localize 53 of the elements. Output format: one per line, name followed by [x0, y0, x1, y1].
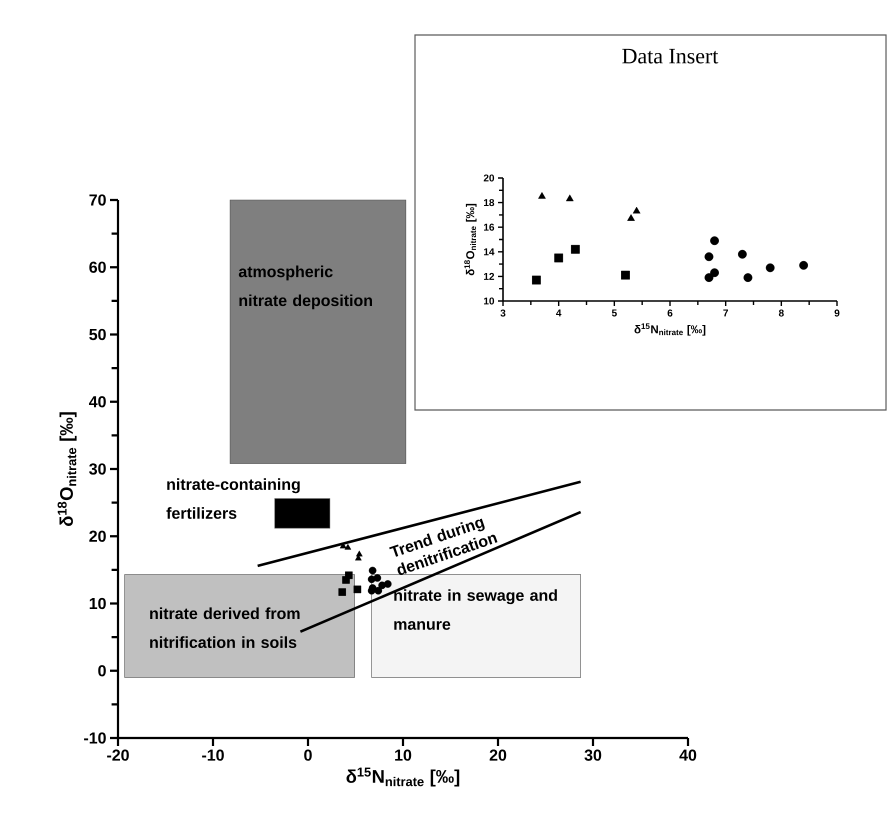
y-tick-label: 20 [484, 174, 494, 182]
x-tick-label: 8 [778, 310, 784, 317]
y-axis-title: δ$^{18}$O$_{nitrate}$ [‰] [464, 204, 477, 276]
chart-title: Data Insert [622, 48, 718, 64]
x-tick-label: -20 [107, 750, 129, 761]
y-tick-label: 60 [89, 262, 106, 273]
x-tick-label: 0 [304, 750, 312, 761]
x-tick-label: 30 [584, 750, 602, 761]
x-tick-label: 4 [556, 310, 562, 316]
y-tick-label: 30 [89, 463, 106, 475]
annotation: nitrate in sewage and manure [394, 589, 557, 630]
point [710, 236, 719, 246]
point [566, 194, 574, 202]
annotation: atmospheric nitrate deposition [238, 266, 372, 310]
point [710, 268, 719, 278]
point [744, 273, 752, 282]
x-tick-label: 9 [834, 310, 840, 317]
annotation: nitrate-containing fertilizers [166, 478, 300, 519]
x-tick-label: 40 [679, 750, 696, 761]
y-tick-label: 10 [90, 598, 106, 610]
y-tick-label: 0 [98, 665, 106, 676]
x-tick-label: 10 [395, 750, 412, 761]
point [799, 260, 808, 270]
point [554, 254, 564, 262]
y-tick-label: 10 [484, 297, 494, 305]
y-axis-title: δ$^{18}$O$_{nitrate}$ [‰] [58, 412, 77, 526]
y-tick-label: 16 [484, 224, 494, 231]
annotation: nitrate derived from nitrification in soils [150, 607, 300, 648]
point [766, 263, 775, 272]
y-tick-label: 18 [484, 199, 494, 206]
x-tick-label: 6 [668, 310, 672, 317]
point [738, 250, 747, 259]
point [704, 273, 714, 282]
x-axis-title: δ$^{15}$N$_{nitrate}$ [‰] [346, 768, 460, 787]
y-tick-label: 14 [484, 248, 494, 256]
x-tick-label: -10 [202, 750, 224, 761]
point [570, 244, 580, 254]
point [704, 252, 714, 262]
x-tick-label: 3 [500, 310, 506, 317]
point [538, 192, 546, 199]
x-axis-title: δ$^{15}$N$_{nitrate}$ [‰] [634, 323, 706, 336]
point [632, 206, 640, 214]
x-tick-label: 7 [723, 310, 728, 316]
y-tick-label: -10 [84, 732, 106, 744]
y-tick-label: 12 [484, 272, 494, 280]
x-tick-label: 5 [612, 310, 617, 316]
y-tick-label: 40 [88, 396, 106, 408]
y-tick-label: 50 [89, 328, 106, 340]
point [621, 270, 630, 280]
y-tick-label: 20 [89, 530, 106, 542]
point [627, 214, 635, 221]
point [532, 276, 541, 284]
y-tick-label: 70 [89, 194, 106, 206]
